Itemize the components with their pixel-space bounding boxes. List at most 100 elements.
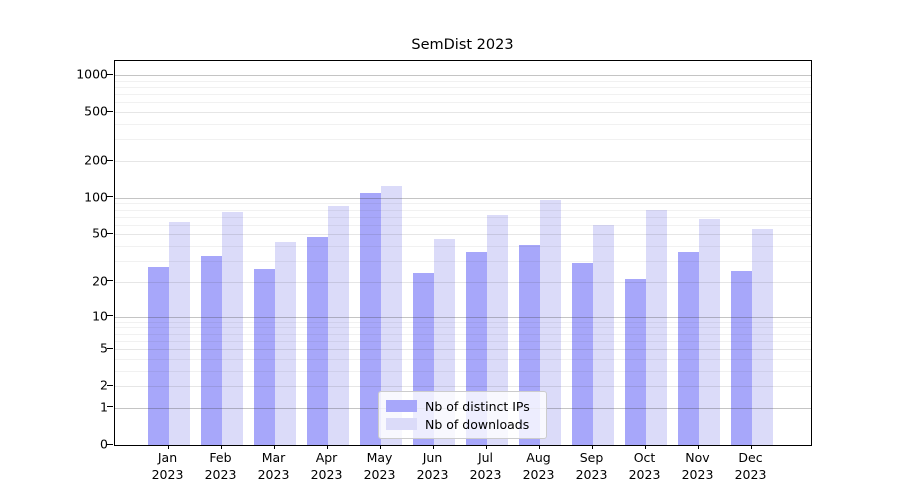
x-tick-label-apr: Apr 2023 (310, 450, 343, 482)
gridline-50 (115, 234, 811, 236)
gridline-minor (115, 370, 811, 372)
legend-label-distinct-ips: Nb of distinct IPs (425, 398, 530, 414)
x-tick-label-may: May 2023 (363, 450, 396, 482)
bar-downloads-feb (221, 211, 243, 445)
bar-downloads-apr (327, 205, 349, 445)
legend-entry-distinct-ips: Nb of distinct IPs (386, 397, 538, 415)
gridline-minor (115, 246, 811, 248)
legend-entry-downloads: Nb of downloads (386, 415, 538, 433)
gridline-100 (115, 197, 811, 199)
gridline-1000 (115, 75, 811, 77)
y-tick-mark-50 (107, 232, 113, 234)
x-tick-mark-apr (326, 445, 328, 449)
y-tick-label-10: 10 (92, 308, 108, 324)
x-tick-label-feb: Feb 2023 (204, 450, 237, 482)
plot-area (114, 60, 812, 446)
y-tick-mark-10 (107, 315, 113, 317)
legend-swatch-downloads (386, 418, 417, 430)
x-tick-label-jul: Jul 2023 (469, 450, 502, 482)
gridline-minor (115, 224, 811, 226)
x-tick-label-sep: Sep 2023 (575, 450, 608, 482)
gridline-minor (115, 94, 811, 96)
x-tick-mark-jun (432, 445, 434, 449)
bar-downloads-mar (274, 242, 296, 445)
gridline-minor (115, 340, 811, 342)
bar-distinct-ips-nov (677, 251, 699, 445)
y-tick-label-50: 50 (92, 225, 108, 241)
x-tick-label-dec: Dec 2023 (734, 450, 767, 482)
gridline-500 (115, 112, 811, 114)
gridline-minor (115, 102, 811, 104)
gridline-20 (115, 281, 811, 283)
bar-distinct-ips-feb (200, 256, 222, 445)
bar-downloads-aug (539, 200, 561, 445)
x-tick-mark-mar (273, 445, 275, 449)
bar-downloads-oct (645, 209, 667, 445)
x-tick-mark-dec (750, 445, 752, 449)
x-tick-label-jun: Jun 2023 (416, 450, 449, 482)
bar-distinct-ips-mar (253, 268, 275, 445)
y-tick-label-0: 0 (100, 436, 108, 452)
gridline-minor (115, 261, 811, 263)
gridline-2 (115, 386, 811, 388)
y-tick-mark-2 (107, 384, 113, 386)
x-tick-label-nov: Nov 2023 (681, 450, 714, 482)
gridline-minor (115, 203, 811, 205)
x-tick-mark-aug (538, 445, 540, 449)
bar-downloads-sep (592, 224, 614, 445)
legend-swatch-distinct-ips (386, 400, 417, 412)
y-tick-label-20: 20 (92, 273, 108, 289)
bar-distinct-ips-oct (624, 279, 646, 445)
bar-distinct-ips-apr (306, 236, 328, 445)
bar-distinct-ips-jan (147, 266, 169, 445)
legend-label-downloads: Nb of downloads (425, 416, 530, 432)
bar-downloads-jan (168, 222, 190, 445)
gridline-minor (115, 327, 811, 329)
x-tick-label-mar: Mar 2023 (257, 450, 290, 482)
y-tick-mark-1000 (107, 73, 113, 75)
gridline-minor (115, 216, 811, 218)
gridline-minor (115, 80, 811, 82)
bar-downloads-dec (751, 228, 773, 445)
gridline-minor (115, 209, 811, 211)
y-tick-mark-200 (107, 159, 113, 161)
y-tick-mark-500 (107, 110, 113, 112)
gridline-minor (115, 358, 811, 360)
bar-downloads-nov (698, 219, 720, 445)
y-tick-label-100: 100 (84, 189, 108, 205)
y-tick-label-500: 500 (84, 103, 108, 119)
gridline-minor (115, 321, 811, 323)
y-tick-mark-20 (107, 280, 113, 282)
x-tick-mark-may (379, 445, 381, 449)
y-tick-label-5: 5 (100, 340, 108, 356)
chart-title: SemDist 2023 (411, 37, 514, 53)
y-tick-label-1000: 1000 (76, 66, 108, 82)
y-tick-mark-5 (107, 347, 113, 349)
legend: Nb of distinct IPs Nb of downloads (378, 391, 547, 439)
x-tick-mark-nov (697, 445, 699, 449)
gridline-minor (115, 139, 811, 141)
y-tick-mark-0 (107, 443, 113, 445)
gridline-200 (115, 161, 811, 162)
gridline-5 (115, 349, 811, 351)
y-tick-label-1: 1 (100, 399, 108, 415)
x-tick-label-jan: Jan 2023 (151, 450, 184, 482)
bar-downloads-jul (486, 214, 508, 445)
bar-distinct-ips-sep (571, 262, 593, 445)
y-tick-mark-1 (107, 406, 113, 408)
gridline-minor (115, 124, 811, 126)
gridline-minor (115, 333, 811, 335)
gridline-10 (115, 316, 811, 318)
gridline-minor (115, 86, 811, 88)
y-tick-label-2: 2 (100, 377, 108, 393)
bar-downloads-may (380, 186, 402, 445)
x-tick-mark-jul (485, 445, 487, 449)
x-tick-mark-feb (220, 445, 222, 449)
y-tick-label-200: 200 (84, 152, 108, 168)
x-tick-mark-oct (644, 445, 646, 449)
x-tick-label-aug: Aug 2023 (522, 450, 555, 482)
bar-distinct-ips-may (359, 192, 381, 445)
x-tick-mark-jan (167, 445, 169, 449)
bar-distinct-ips-dec (730, 270, 752, 445)
